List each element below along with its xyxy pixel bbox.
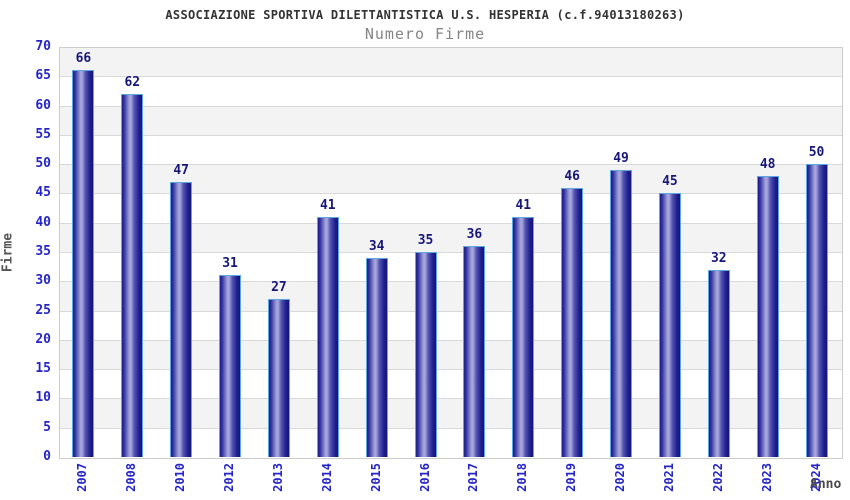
y-tick-label: 30 — [35, 273, 51, 289]
bar-value-label: 45 — [662, 174, 678, 190]
y-tick-label: 50 — [35, 156, 51, 172]
y-tick-label: 70 — [35, 39, 51, 54]
bar-2016 — [414, 252, 437, 457]
y-tick-label: 60 — [35, 97, 51, 113]
x-tick-label: 2015 — [368, 463, 383, 492]
y-tick-label: 35 — [35, 244, 51, 259]
bar-value-label: 34 — [368, 238, 385, 254]
bar-2008 — [121, 93, 144, 457]
y-tick-label: 15 — [35, 361, 51, 377]
bar-value-label: 36 — [466, 227, 483, 243]
bar-2018 — [512, 216, 535, 457]
plot-band — [60, 106, 842, 136]
y-tick-label: 45 — [35, 185, 51, 201]
bar-value-label: 41 — [515, 197, 532, 213]
bar-value-label: 66 — [75, 51, 92, 67]
plot-band — [60, 48, 842, 78]
x-tick-label: 2020 — [613, 463, 628, 492]
x-tick-label: 2023 — [759, 463, 774, 492]
bar-2015 — [365, 257, 388, 457]
bar-2020 — [610, 170, 633, 457]
bar-value-label: 32 — [710, 250, 727, 266]
bar-2017 — [463, 246, 486, 457]
chart-title: ASSOCIAZIONE SPORTIVA DILETTANTISTICA U.… — [165, 8, 685, 22]
bar-2024 — [805, 164, 828, 457]
bar-2023 — [756, 175, 779, 457]
bar-value-label: 47 — [173, 162, 190, 178]
bar-value-label: 35 — [417, 233, 434, 248]
x-tick-label: 2012 — [222, 463, 237, 492]
plot-band — [60, 77, 842, 107]
bar-value-label: 46 — [564, 168, 581, 184]
y-tick-label: 20 — [35, 331, 51, 347]
y-tick-label: 10 — [35, 390, 51, 406]
y-tick-label: 65 — [35, 68, 51, 84]
x-tick-label: 2008 — [124, 463, 139, 492]
bar-2014 — [316, 216, 339, 457]
x-tick-label: 2017 — [466, 463, 481, 492]
bar-value-label: 50 — [808, 145, 825, 161]
plot-band — [60, 135, 842, 166]
y-tick-label: 0 — [43, 449, 51, 464]
bar-2019 — [561, 187, 584, 457]
bar-2021 — [658, 193, 681, 457]
y-tick-label: 40 — [35, 214, 51, 230]
y-tick-label: 5 — [43, 419, 51, 435]
bar-2012 — [219, 275, 242, 457]
x-tick-label: 2010 — [173, 463, 188, 492]
x-tick-label: 2021 — [661, 463, 676, 492]
x-tick-label: 2019 — [564, 463, 579, 492]
bar-value-label: 62 — [124, 74, 141, 90]
bar-value-label: 48 — [759, 156, 776, 172]
bar-value-label: 49 — [613, 151, 629, 166]
bar-value-label: 41 — [319, 197, 336, 213]
bar-value-label: 31 — [222, 256, 238, 272]
x-tick-label: 2007 — [75, 463, 90, 492]
bar-2022 — [707, 269, 730, 457]
y-tick-label: 55 — [35, 126, 51, 142]
x-tick-label: 2013 — [270, 463, 285, 492]
x-tick-label: 2018 — [515, 463, 530, 492]
x-tick-label: 2022 — [710, 463, 725, 492]
bar-value-label: 27 — [271, 279, 287, 295]
x-tick-label: 2016 — [417, 463, 432, 492]
x-tick-label: 2014 — [319, 463, 334, 492]
y-tick-label: 25 — [35, 302, 51, 318]
chart-subtitle: Numero Firme — [364, 25, 486, 43]
bar-2013 — [267, 298, 290, 457]
bar-2010 — [170, 181, 193, 457]
x-axis-title: Anno — [810, 477, 842, 492]
bar-2007 — [72, 70, 95, 457]
